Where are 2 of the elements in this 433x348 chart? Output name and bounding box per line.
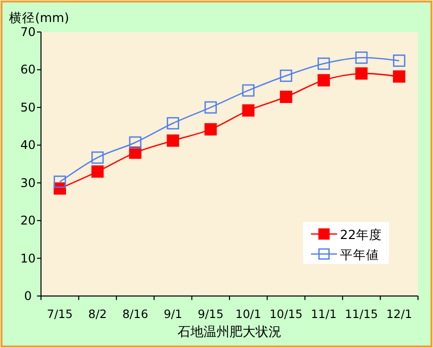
ylabel: 横径(mm) bbox=[9, 10, 70, 25]
title: 石地温州肥大状況 bbox=[178, 325, 282, 340]
